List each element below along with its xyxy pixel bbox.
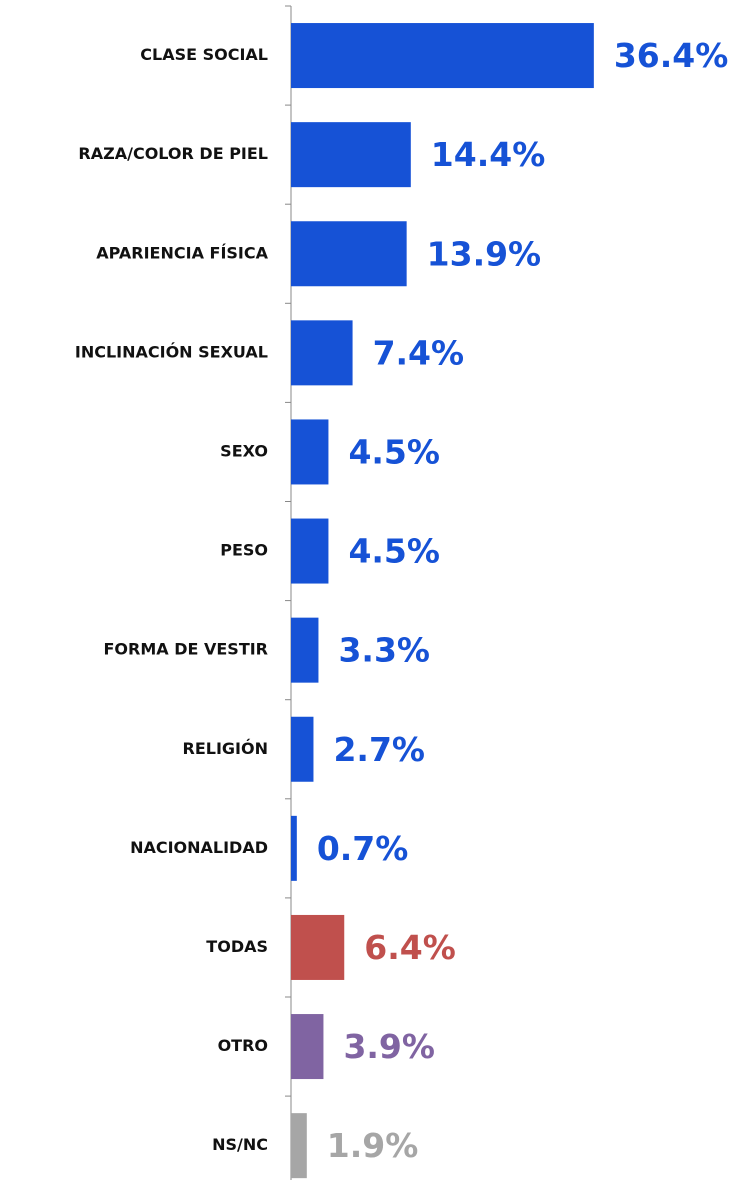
bar — [291, 815, 297, 881]
bar — [291, 914, 345, 980]
value-label: 3.9% — [343, 1027, 435, 1066]
category-label: OTRO — [218, 1036, 268, 1055]
value-label: 3.3% — [338, 631, 430, 670]
bar — [291, 23, 594, 89]
category-label: INCLINACIÓN SEXUAL — [75, 342, 268, 361]
category-label: RELIGIÓN — [183, 739, 268, 758]
category-label: TODAS — [206, 937, 268, 956]
value-label: 1.9% — [327, 1126, 419, 1165]
value-label: 7.4% — [373, 333, 465, 372]
bar — [291, 221, 407, 287]
bar — [291, 617, 319, 683]
bar — [291, 122, 411, 188]
value-label: 2.7% — [333, 730, 425, 769]
value-label: 0.7% — [317, 829, 409, 868]
category-label: CLASE SOCIAL — [140, 45, 268, 64]
bar — [291, 1014, 324, 1080]
value-label: 4.5% — [348, 532, 440, 571]
bar — [291, 320, 353, 386]
category-label: SEXO — [220, 441, 268, 460]
value-label: 4.5% — [348, 432, 440, 471]
bar — [291, 518, 329, 584]
category-label: FORMA DE VESTIR — [103, 640, 268, 659]
value-label: 13.9% — [427, 234, 542, 273]
bar — [291, 419, 329, 485]
category-label: NS/NC — [212, 1135, 268, 1154]
value-label: 14.4% — [431, 135, 545, 174]
category-label: PESO — [220, 541, 268, 560]
category-label: NACIONALIDAD — [130, 838, 268, 857]
value-label: 36.4% — [614, 36, 729, 75]
bar — [291, 716, 314, 782]
value-label: 6.4% — [364, 928, 456, 967]
bar — [291, 1113, 307, 1179]
category-label: APARIENCIA FÍSICA — [96, 243, 268, 262]
category-label: RAZA/COLOR DE PIEL — [78, 144, 268, 163]
